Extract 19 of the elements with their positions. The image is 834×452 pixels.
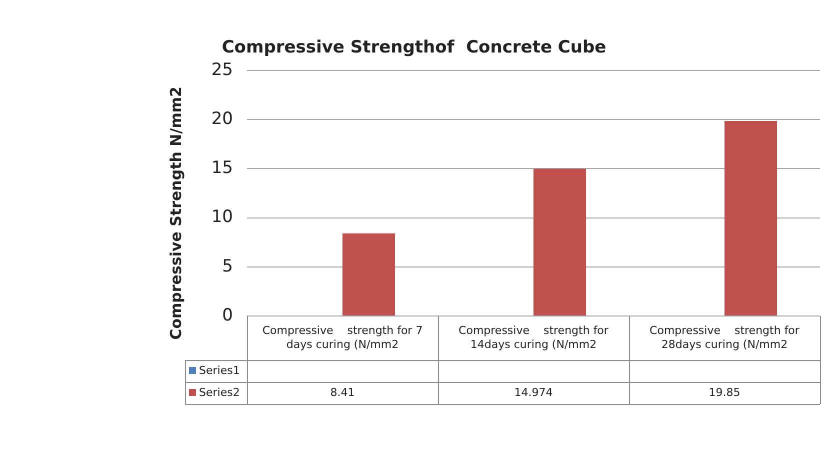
x-tick-label: Compressive strength for 14days curing (N/mm2 [458, 324, 609, 351]
bar [342, 233, 396, 316]
y-tick-label: 15 [211, 158, 233, 178]
chart-title: Compressive Strengthof Concrete Cube [222, 38, 606, 58]
x-tick-label: Compressive strength for 7 days curing (N/mm2 [262, 324, 423, 351]
y-tick-label: 25 [211, 60, 233, 80]
bar [534, 168, 586, 316]
y-tick-label: 20 [211, 108, 233, 129]
data-label: 19.85 [708, 386, 740, 399]
y-tick-label: 0 [222, 305, 233, 326]
data-label: 14.974 [514, 386, 553, 399]
legend-label: Series1 [199, 364, 240, 377]
legend-label: Series2 [199, 386, 240, 399]
y-tick-label: 10 [211, 207, 233, 228]
y-tick-label: 5 [222, 256, 233, 276]
x-tick-label: Compressive strength for 28days curing (N/mm2 [650, 324, 800, 351]
y-axis-title: Compressive Strength N/mm2 [166, 86, 185, 340]
bar [724, 120, 778, 316]
data-label: 8.41 [330, 386, 355, 399]
